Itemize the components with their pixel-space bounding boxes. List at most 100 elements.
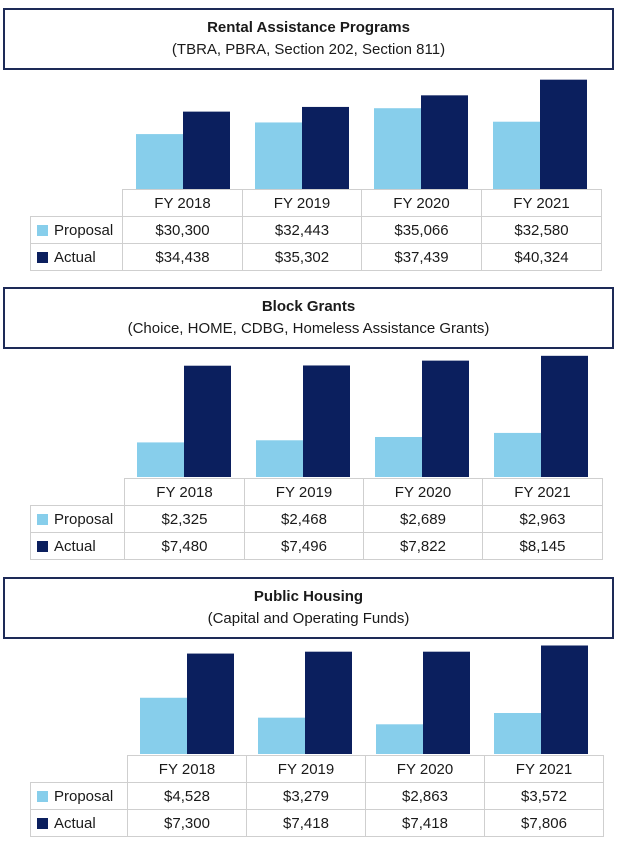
data-label: $3,279 (246, 782, 366, 810)
data-label: $37,439 (361, 243, 482, 271)
category-label: FY 2020 (361, 189, 482, 217)
table-row-actual: Actual $7,300 $7,418 $7,418 $7,806 (30, 809, 604, 837)
proposal-swatch (37, 224, 48, 236)
actual-swatch (37, 540, 48, 552)
chart-title: Rental Assistance Programs (207, 19, 410, 36)
bar-plot (140, 645, 588, 754)
table-corner (31, 190, 123, 217)
series-name: Proposal (54, 221, 114, 239)
data-label: $2,689 (363, 505, 483, 533)
bar-actual-fy-2018 (183, 111, 230, 190)
table-row-proposal: Proposal $2,325 $2,468 $2,689 $2,963 (30, 505, 603, 533)
data-label: $2,468 (244, 505, 364, 533)
data-label: $30,300 (122, 216, 243, 244)
legend-proposal: Proposal (30, 505, 125, 533)
category-label: FY 2019 (242, 189, 362, 217)
data-label: $7,822 (363, 532, 483, 560)
category-label: FY 2019 (246, 755, 366, 783)
category-label: FY 2018 (122, 189, 243, 217)
data-label: $32,580 (481, 216, 602, 244)
chart-title: Block Grants (261, 298, 356, 315)
table-row-actual: Actual $7,480 $7,496 $7,822 $8,145 (30, 532, 603, 560)
category-label: FY 2021 (481, 189, 602, 217)
bar-actual-fy-2018 (187, 653, 234, 754)
category-label: FY 2020 (365, 755, 485, 783)
series-name: Actual (54, 814, 96, 832)
data-table: FY 2018 FY 2019 FY 2020 FY 2021 Proposal… (30, 755, 604, 837)
data-label: $7,418 (246, 809, 366, 837)
data-label: $32,443 (242, 216, 362, 244)
data-label: $2,963 (482, 505, 603, 533)
bar-plot (136, 79, 587, 190)
data-label: $7,496 (244, 532, 364, 560)
data-label: $34,438 (122, 243, 243, 271)
data-label: $4,528 (127, 782, 247, 810)
data-label: $7,806 (484, 809, 604, 837)
data-table: FY 2018 FY 2019 FY 2020 FY 2021 Proposal… (30, 189, 602, 271)
bar-actual-fy-2021 (541, 355, 588, 477)
chart-subtitle: (Capital and Operating Funds) (207, 610, 410, 627)
category-label: FY 2019 (244, 478, 364, 506)
bar-proposal-fy-2018 (140, 697, 187, 754)
bar-proposal-fy-2021 (494, 432, 541, 477)
chart-title: Public Housing (253, 588, 364, 605)
bar-plot (137, 355, 588, 477)
table-header-row: FY 2018 FY 2019 FY 2020 FY 2021 (31, 478, 603, 506)
bar-proposal-fy-2020 (376, 724, 423, 754)
legend-proposal: Proposal (30, 782, 128, 810)
series-name: Proposal (54, 787, 114, 805)
data-label: $40,324 (481, 243, 602, 271)
category-label: FY 2018 (127, 755, 247, 783)
bar-actual-fy-2019 (305, 651, 352, 754)
actual-swatch (37, 817, 48, 829)
data-label: $7,480 (124, 532, 245, 560)
data-label: $35,066 (361, 216, 482, 244)
data-label: $7,418 (365, 809, 485, 837)
data-label: $2,863 (365, 782, 485, 810)
bar-actual-fy-2019 (302, 106, 349, 190)
bar-proposal-fy-2019 (256, 440, 303, 477)
proposal-swatch (37, 790, 48, 802)
chart-title-box: Public Housing (Capital and Operating Fu… (3, 577, 614, 639)
category-label: FY 2020 (363, 478, 483, 506)
bar-proposal-fy-2021 (494, 712, 541, 754)
chart-subtitle: (Choice, HOME, CDBG, Homeless Assistance… (127, 320, 490, 337)
bar-actual-fy-2021 (540, 79, 587, 190)
table-row-actual: Actual $34,438 $35,302 $37,439 $40,324 (30, 243, 602, 271)
legend-actual: Actual (30, 532, 125, 560)
legend-proposal: Proposal (30, 216, 123, 244)
data-label: $7,300 (127, 809, 247, 837)
table-row-proposal: Proposal $4,528 $3,279 $2,863 $3,572 (30, 782, 604, 810)
series-name: Actual (54, 537, 96, 555)
bar-actual-fy-2020 (421, 95, 468, 190)
legend-actual: Actual (30, 809, 128, 837)
category-label: FY 2021 (482, 478, 603, 506)
legend-actual: Actual (30, 243, 123, 271)
proposal-swatch (37, 513, 48, 525)
bar-proposal-fy-2019 (255, 122, 302, 190)
table-corner (31, 479, 125, 506)
category-label: FY 2021 (484, 755, 604, 783)
bar-actual-fy-2019 (303, 365, 350, 477)
table-header-row: FY 2018 FY 2019 FY 2020 FY 2021 (31, 189, 602, 217)
bar-proposal-fy-2018 (136, 134, 183, 190)
bar-actual-fy-2018 (184, 365, 231, 477)
bar-proposal-fy-2019 (258, 717, 305, 754)
data-label: $3,572 (484, 782, 604, 810)
actual-swatch (37, 251, 48, 263)
chart-title-box: Rental Assistance Programs (TBRA, PBRA, … (3, 8, 614, 70)
table-header-row: FY 2018 FY 2019 FY 2020 FY 2021 (31, 755, 604, 783)
chart-title-box: Block Grants (Choice, HOME, CDBG, Homele… (3, 287, 614, 349)
data-label: $8,145 (482, 532, 603, 560)
bar-proposal-fy-2018 (137, 442, 184, 477)
data-table: FY 2018 FY 2019 FY 2020 FY 2021 Proposal… (30, 478, 603, 560)
data-label: $35,302 (242, 243, 362, 271)
category-label: FY 2018 (124, 478, 245, 506)
table-row-proposal: Proposal $30,300 $32,443 $35,066 $32,580 (30, 216, 602, 244)
table-corner (31, 756, 128, 783)
bar-proposal-fy-2021 (493, 121, 540, 190)
bar-proposal-fy-2020 (375, 436, 422, 477)
bar-actual-fy-2020 (423, 651, 470, 754)
bar-actual-fy-2020 (422, 360, 469, 477)
data-label: $2,325 (124, 505, 245, 533)
